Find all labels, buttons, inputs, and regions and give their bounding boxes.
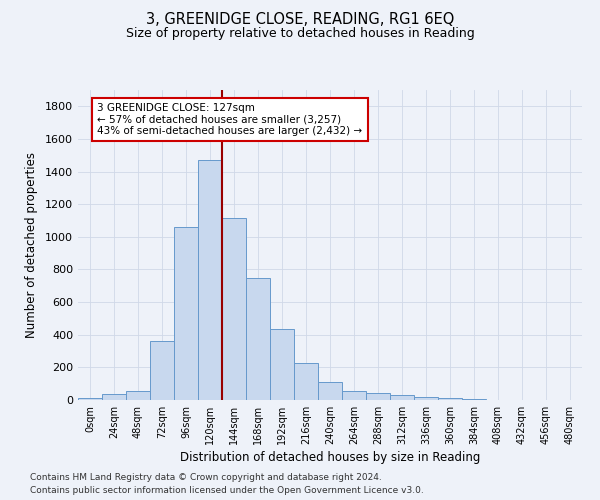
Text: 3 GREENIDGE CLOSE: 127sqm
← 57% of detached houses are smaller (3,257)
43% of se: 3 GREENIDGE CLOSE: 127sqm ← 57% of detac… bbox=[97, 103, 362, 136]
Y-axis label: Number of detached properties: Number of detached properties bbox=[25, 152, 38, 338]
Bar bbox=[78, 398, 102, 400]
Text: 3, GREENIDGE CLOSE, READING, RG1 6EQ: 3, GREENIDGE CLOSE, READING, RG1 6EQ bbox=[146, 12, 454, 28]
Bar bbox=[246, 278, 270, 400]
X-axis label: Distribution of detached houses by size in Reading: Distribution of detached houses by size … bbox=[180, 451, 480, 464]
Bar bbox=[390, 395, 414, 400]
Bar bbox=[462, 399, 486, 400]
Bar bbox=[102, 394, 126, 400]
Bar bbox=[438, 398, 462, 400]
Text: Size of property relative to detached houses in Reading: Size of property relative to detached ho… bbox=[125, 28, 475, 40]
Bar bbox=[414, 396, 438, 400]
Bar bbox=[198, 160, 222, 400]
Text: Contains HM Land Registry data © Crown copyright and database right 2024.: Contains HM Land Registry data © Crown c… bbox=[30, 472, 382, 482]
Bar bbox=[366, 392, 390, 400]
Bar bbox=[342, 391, 366, 400]
Text: Contains public sector information licensed under the Open Government Licence v3: Contains public sector information licen… bbox=[30, 486, 424, 495]
Bar bbox=[126, 391, 150, 400]
Bar bbox=[294, 364, 318, 400]
Bar bbox=[174, 227, 198, 400]
Bar bbox=[318, 382, 342, 400]
Bar bbox=[270, 329, 294, 400]
Bar bbox=[150, 342, 174, 400]
Bar bbox=[222, 218, 246, 400]
